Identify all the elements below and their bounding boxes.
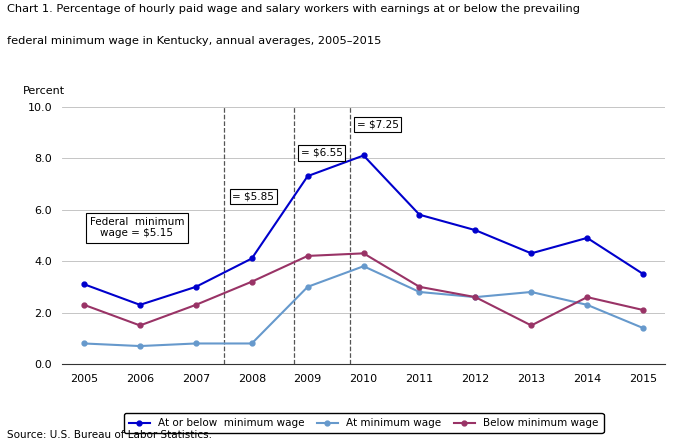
- Legend: At or below  minimum wage, At minimum wage, Below minimum wage: At or below minimum wage, At minimum wag…: [123, 413, 604, 433]
- Text: Source: U.S. Bureau of Labor Statistics.: Source: U.S. Bureau of Labor Statistics.: [7, 429, 212, 440]
- Text: Chart 1. Percentage of hourly paid wage and salary workers with earnings at or b: Chart 1. Percentage of hourly paid wage …: [7, 4, 580, 15]
- Text: Percent: Percent: [23, 86, 64, 96]
- Text: federal minimum wage in Kentucky, annual averages, 2005–2015: federal minimum wage in Kentucky, annual…: [7, 36, 381, 46]
- Text: = $5.85: = $5.85: [233, 192, 274, 202]
- Text: Federal  minimum
wage = $5.15: Federal minimum wage = $5.15: [90, 217, 184, 238]
- Text: = $6.55: = $6.55: [301, 148, 343, 158]
- Text: = $7.25: = $7.25: [357, 119, 399, 130]
